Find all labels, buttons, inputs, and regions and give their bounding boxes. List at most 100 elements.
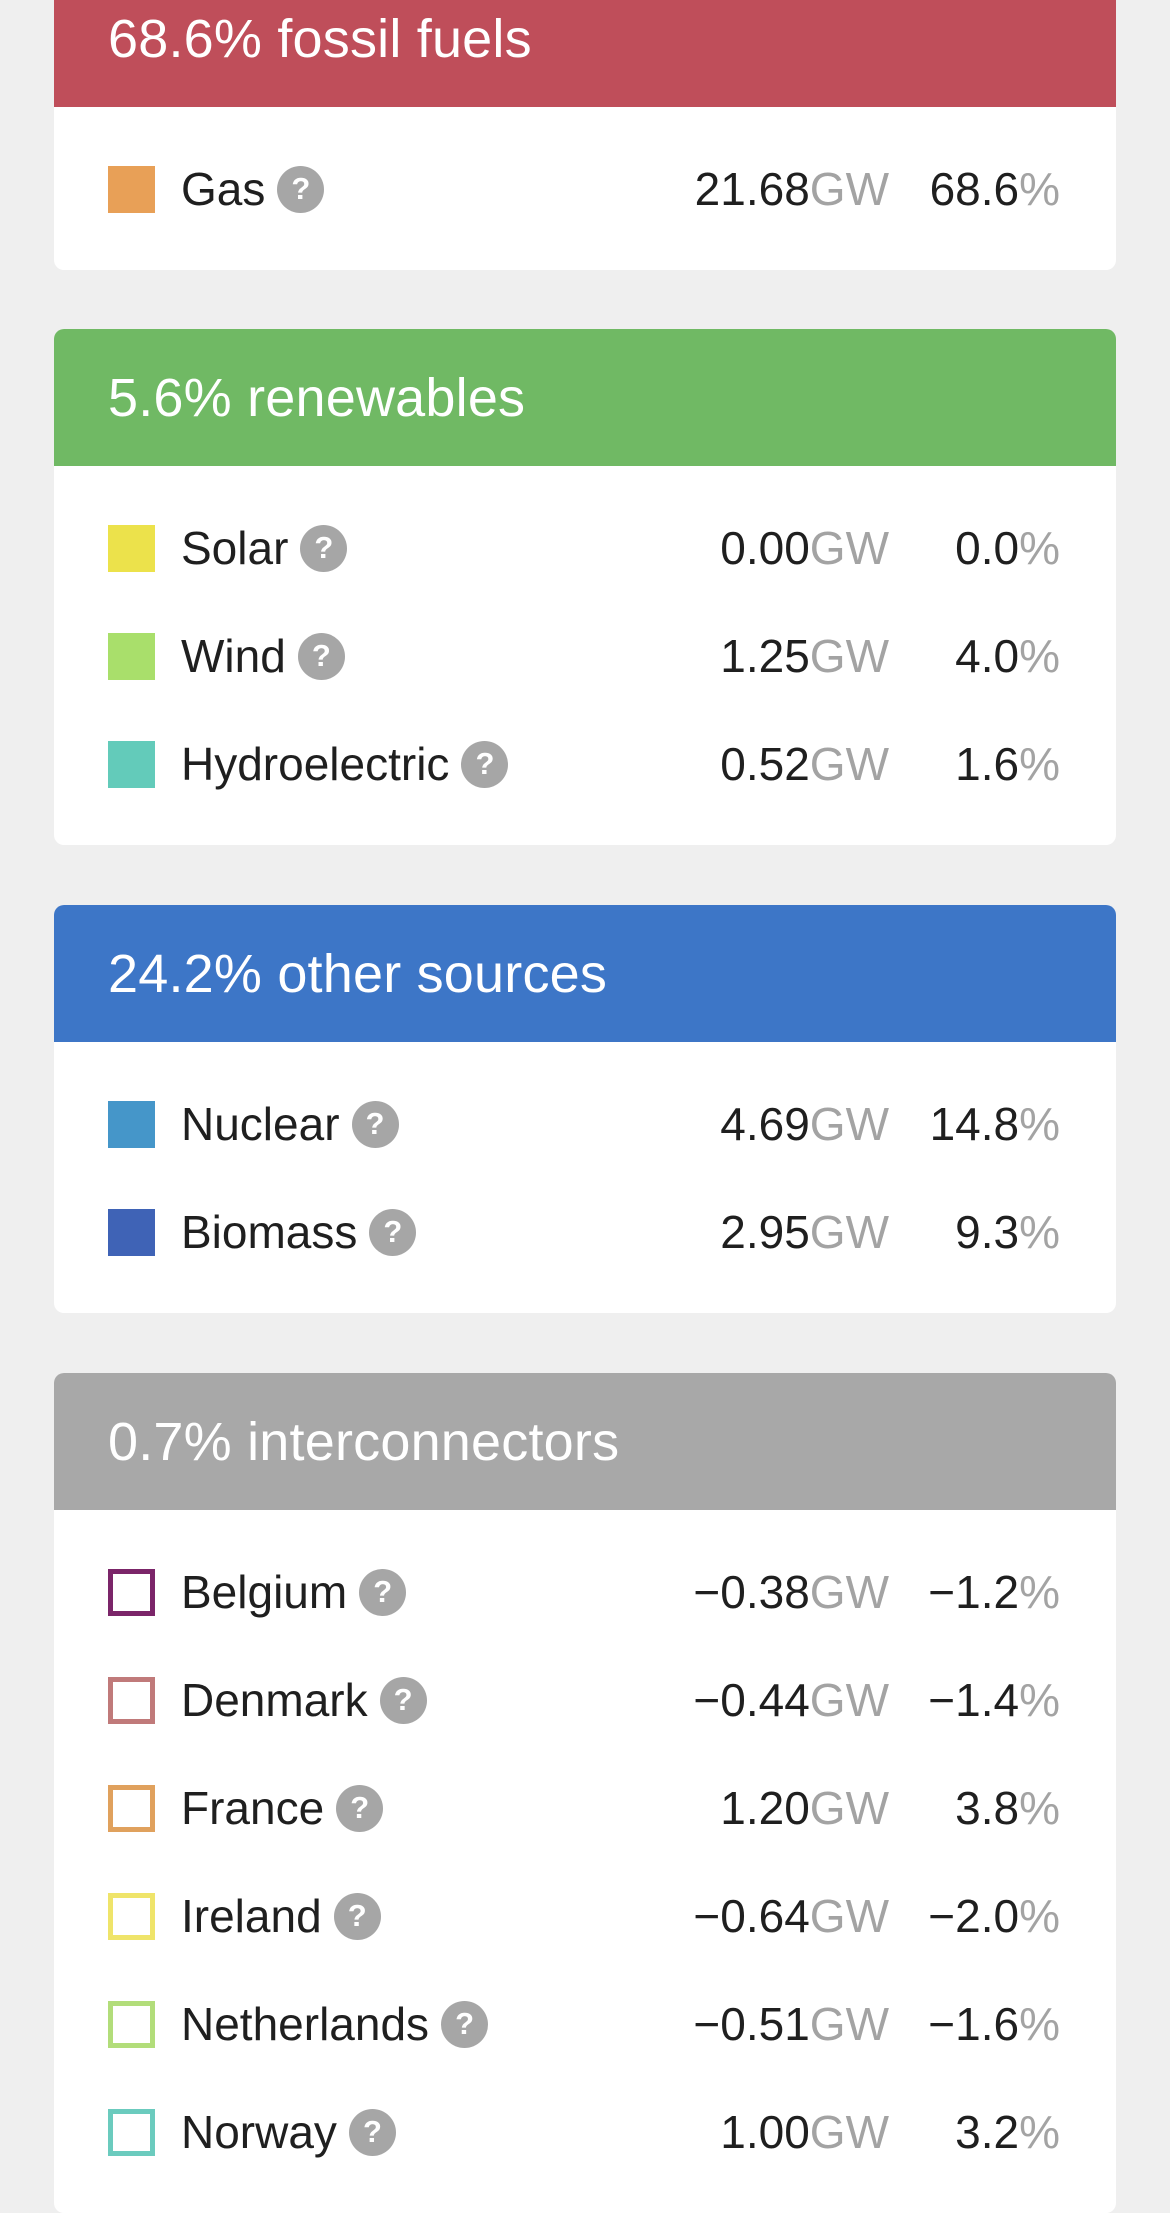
source-row-solar[interactable]: Solar ? 0.00GW 0.0% xyxy=(54,494,1116,602)
source-name: Biomass xyxy=(181,1206,358,1258)
source-name: Solar xyxy=(181,522,289,574)
source-share: 9.3% xyxy=(955,1206,1060,1258)
color-swatch xyxy=(108,2000,155,2048)
gw-unit: GW xyxy=(809,2106,889,2158)
color-swatch xyxy=(108,1892,155,1940)
pct-unit: % xyxy=(1019,1206,1060,1258)
pct-unit: % xyxy=(1019,1098,1060,1150)
source-name: Nuclear xyxy=(181,1098,340,1150)
source-row-biomass[interactable]: Biomass ? 2.95GW 9.3% xyxy=(54,1178,1116,1286)
section-body: Gas ? 21.68GW 68.6% xyxy=(54,107,1116,270)
source-row-france[interactable]: France ? 1.20GW 3.8% xyxy=(54,1754,1116,1862)
source-power: 1.20GW xyxy=(720,1782,889,1834)
source-power: 0.52GW xyxy=(720,738,889,790)
source-row-denmark[interactable]: Denmark ? −0.44GW −1.4% xyxy=(54,1646,1116,1754)
help-icon[interactable]: ? xyxy=(277,165,325,213)
section-title: 24.2% other sources xyxy=(108,943,608,1004)
source-power: 0.00GW xyxy=(720,522,889,574)
source-share: 3.2% xyxy=(955,2106,1060,2158)
source-row-ireland[interactable]: Ireland ? −0.64GW −2.0% xyxy=(54,1862,1116,1970)
section-header: 24.2% other sources xyxy=(54,905,1116,1042)
source-share: 68.6% xyxy=(929,163,1060,215)
source-share: 14.8% xyxy=(929,1098,1060,1150)
gw-unit: GW xyxy=(809,1098,889,1150)
help-icon[interactable]: ? xyxy=(348,2108,396,2156)
source-share: −2.0% xyxy=(928,1890,1060,1942)
help-icon[interactable]: ? xyxy=(441,2000,489,2048)
gw-unit: GW xyxy=(809,1890,889,1942)
help-icon[interactable]: ? xyxy=(369,1208,417,1256)
section-title: 68.6% fossil fuels xyxy=(108,8,532,69)
section-body: Nuclear ? 4.69GW 14.8% Biomass ? 2.95GW … xyxy=(54,1042,1116,1313)
section-interconnectors: 0.7% interconnectors Belgium ? −0.38GW −… xyxy=(54,1373,1116,2213)
pct-unit: % xyxy=(1019,1998,1060,2050)
pct-unit: % xyxy=(1019,522,1060,574)
gw-unit: GW xyxy=(809,1782,889,1834)
source-row-gas[interactable]: Gas ? 21.68GW 68.6% xyxy=(54,135,1116,243)
source-share: 1.6% xyxy=(955,738,1060,790)
color-swatch xyxy=(108,1676,155,1724)
source-power: 1.00GW xyxy=(720,2106,889,2158)
section-other-sources: 24.2% other sources Nuclear ? 4.69GW 14.… xyxy=(54,905,1116,1313)
source-row-wind[interactable]: Wind ? 1.25GW 4.0% xyxy=(54,602,1116,710)
color-swatch xyxy=(108,1784,155,1832)
color-swatch xyxy=(108,524,155,572)
color-swatch xyxy=(108,165,155,213)
source-power: 2.95GW xyxy=(720,1206,889,1258)
color-swatch xyxy=(108,632,155,680)
section-header: 68.6% fossil fuels xyxy=(54,0,1116,107)
help-icon[interactable]: ? xyxy=(379,1676,427,1724)
help-icon[interactable]: ? xyxy=(336,1784,384,1832)
color-swatch xyxy=(108,1568,155,1616)
help-icon[interactable]: ? xyxy=(351,1100,399,1148)
source-power: −0.44GW xyxy=(693,1674,889,1726)
source-row-hydroelectric[interactable]: Hydroelectric ? 0.52GW 1.6% xyxy=(54,710,1116,818)
section-fossil-fuels: 68.6% fossil fuels Gas ? 21.68GW 68.6% xyxy=(54,0,1116,270)
source-row-netherlands[interactable]: Netherlands ? −0.51GW −1.6% xyxy=(54,1970,1116,2078)
help-icon[interactable]: ? xyxy=(333,1892,381,1940)
source-name: France xyxy=(181,1782,325,1834)
gw-unit: GW xyxy=(809,630,889,682)
section-header: 0.7% interconnectors xyxy=(54,1373,1116,1510)
pct-unit: % xyxy=(1019,1890,1060,1942)
source-row-norway[interactable]: Norway ? 1.00GW 3.2% xyxy=(54,2078,1116,2186)
help-icon[interactable]: ? xyxy=(297,632,345,680)
source-share: −1.4% xyxy=(928,1674,1060,1726)
source-name: Norway xyxy=(181,2106,337,2158)
source-name: Wind xyxy=(181,630,286,682)
source-name: Ireland xyxy=(181,1890,322,1942)
source-power: 4.69GW xyxy=(720,1098,889,1150)
section-body: Solar ? 0.00GW 0.0% Wind ? 1.25GW 4.0% H… xyxy=(54,466,1116,845)
pct-unit: % xyxy=(1019,1782,1060,1834)
source-share: 0.0% xyxy=(955,522,1060,574)
source-power: −0.64GW xyxy=(693,1890,889,1942)
color-swatch xyxy=(108,2108,155,2156)
source-name: Belgium xyxy=(181,1566,348,1618)
help-icon[interactable]: ? xyxy=(461,740,509,788)
source-row-nuclear[interactable]: Nuclear ? 4.69GW 14.8% xyxy=(54,1070,1116,1178)
source-name: Hydroelectric xyxy=(181,738,450,790)
color-swatch xyxy=(108,740,155,788)
gw-unit: GW xyxy=(809,1674,889,1726)
pct-unit: % xyxy=(1019,1566,1060,1618)
help-icon[interactable]: ? xyxy=(359,1568,407,1616)
pct-unit: % xyxy=(1019,630,1060,682)
source-power: −0.38GW xyxy=(693,1566,889,1618)
pct-unit: % xyxy=(1019,1674,1060,1726)
source-power: −0.51GW xyxy=(693,1998,889,2050)
source-power: 1.25GW xyxy=(720,630,889,682)
source-row-belgium[interactable]: Belgium ? −0.38GW −1.2% xyxy=(54,1538,1116,1646)
source-name: Denmark xyxy=(181,1674,368,1726)
source-name: Netherlands xyxy=(181,1998,430,2050)
gw-unit: GW xyxy=(809,1206,889,1258)
section-body: Belgium ? −0.38GW −1.2% Denmark ? −0.44G… xyxy=(54,1510,1116,2213)
source-share: −1.6% xyxy=(928,1998,1060,2050)
source-share: 3.8% xyxy=(955,1782,1060,1834)
help-icon[interactable]: ? xyxy=(300,524,348,572)
pct-unit: % xyxy=(1019,2106,1060,2158)
section-renewables: 5.6% renewables Solar ? 0.00GW 0.0% Wind… xyxy=(54,329,1116,845)
gw-unit: GW xyxy=(809,1998,889,2050)
pct-unit: % xyxy=(1019,163,1060,215)
gw-unit: GW xyxy=(809,522,889,574)
source-share: −1.2% xyxy=(928,1566,1060,1618)
